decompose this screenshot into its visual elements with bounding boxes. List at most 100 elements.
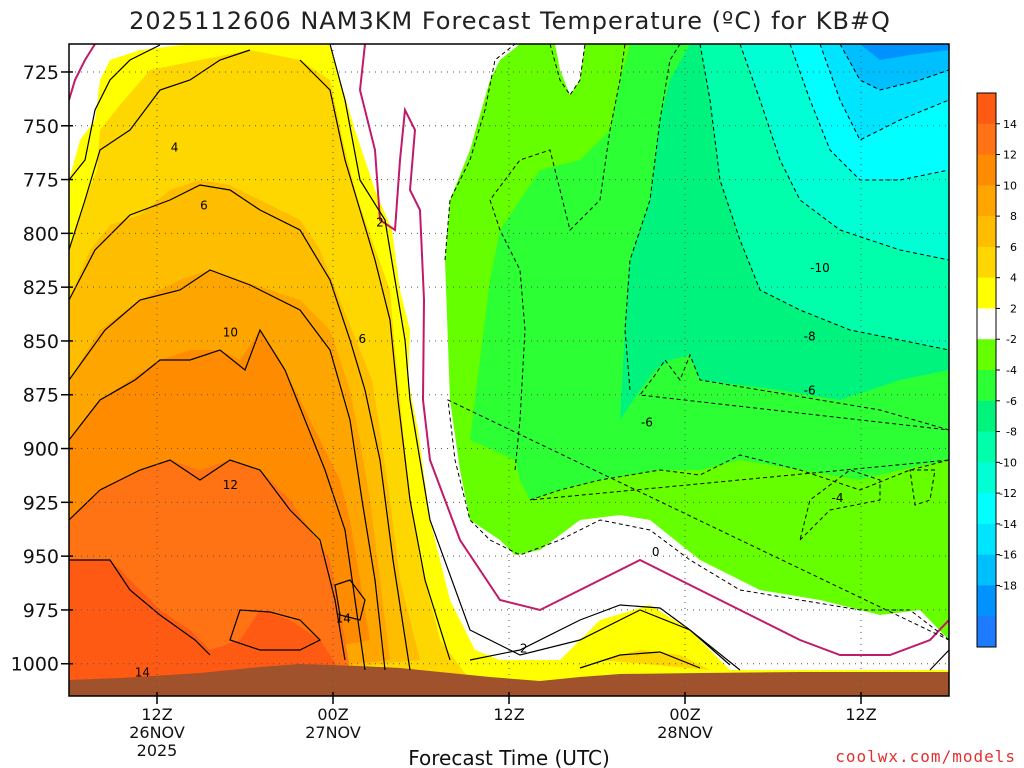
contour-label: 10 xyxy=(223,325,238,339)
contour-8 xyxy=(69,269,386,671)
y-tick-label: 775 xyxy=(23,170,59,192)
fill-minus18-minus20 xyxy=(860,44,949,60)
colorbar-swatch xyxy=(977,585,996,617)
fill-white-pocket xyxy=(555,44,585,95)
contour-6 xyxy=(69,184,411,671)
y-tick-label: 900 xyxy=(23,439,59,461)
colorbar-swatch xyxy=(977,246,996,279)
colorbar-label: 8 xyxy=(1010,210,1017,223)
colorbar-swatch xyxy=(977,462,996,494)
x-tick-date: 27NOV xyxy=(305,723,361,742)
chart-title: 2025112606 NAM3KM Forecast Temperature (… xyxy=(129,7,891,35)
contour-4 xyxy=(69,49,451,661)
x-tick-year: 2025 xyxy=(137,741,178,760)
fill-minus16-minus18 xyxy=(840,44,949,90)
colorbar-label: 2 xyxy=(1010,302,1017,315)
contour-minus12 xyxy=(789,44,949,181)
contour-10 xyxy=(69,328,366,671)
contour-label: -6 xyxy=(641,416,653,430)
colorbar-swatch xyxy=(977,123,996,156)
y-axis: 725 750 775 800 825 850 875 900 925 950 975 1000 xyxy=(11,62,73,676)
y-tick-label: 925 xyxy=(23,492,59,514)
colorbar-swatch xyxy=(977,400,996,433)
contour-label: 12 xyxy=(223,478,238,492)
colorbar-label: 14 xyxy=(1003,118,1017,131)
y-tick-label: 850 xyxy=(23,331,59,353)
colorbar-swatch xyxy=(977,431,996,463)
colorbar-swatch xyxy=(977,339,996,371)
contour-label: 0 xyxy=(652,545,660,559)
x-tick-label: 12Z xyxy=(493,705,524,724)
colorbar-swatch xyxy=(977,523,996,556)
y-tick-label: 800 xyxy=(23,223,59,245)
x-tick-date: 26NOV xyxy=(129,723,185,742)
colorbar-label: -8 xyxy=(1006,426,1017,439)
contour-surface-2 xyxy=(469,604,731,666)
contour-label: 14 xyxy=(135,665,150,679)
colorbar-swatch xyxy=(977,154,996,186)
colorbar-swatch xyxy=(977,277,996,309)
grid-lines xyxy=(69,44,949,696)
colorbar-swatch xyxy=(977,216,996,248)
colorbar-swatch xyxy=(977,370,996,402)
colorbar-swatch xyxy=(977,308,996,340)
contour-labels: 4 6 2 10 6 -10 -8 -6 -6 12 -4 0 14 14 2 xyxy=(135,140,844,679)
contour-label: -10 xyxy=(810,261,830,275)
y-tick-label: 725 xyxy=(23,62,59,84)
y-tick-label: 1000 xyxy=(11,654,59,676)
colorbar-label: -18 xyxy=(999,579,1017,592)
y-tick-label: 975 xyxy=(23,600,59,622)
colorbar-swatch xyxy=(977,93,996,125)
zero-isotherm-line xyxy=(69,44,949,656)
colorbar: 14 12 10 8 6 4 2 -2 -4 -6 -8 -10 -12 -14 -16 -18 xyxy=(976,92,1017,648)
contour-label: -6 xyxy=(804,383,816,397)
x-tick-label: 12Z xyxy=(845,705,876,724)
source-credit: coolwx.com/models xyxy=(835,747,1016,766)
colorbar-label: -10 xyxy=(999,456,1017,469)
colorbar-label: -6 xyxy=(1006,395,1017,408)
contour-label: 2 xyxy=(520,642,528,656)
contour-label: -4 xyxy=(832,491,844,505)
contour-label: -8 xyxy=(804,330,816,344)
colorbar-label: -16 xyxy=(999,549,1017,562)
contour-minus2 xyxy=(444,44,949,641)
y-tick-label: 825 xyxy=(23,277,59,299)
contour-12 xyxy=(69,459,346,661)
colorbar-swatch xyxy=(977,493,996,525)
contour-label: 6 xyxy=(359,332,367,346)
x-tick-label: 00Z xyxy=(669,705,700,724)
colorbar-label: 12 xyxy=(1003,149,1017,162)
colorbar-label: 4 xyxy=(1010,272,1017,285)
contour-surface-0b xyxy=(929,649,949,671)
x-tick-date: 28NOV xyxy=(657,723,713,742)
colorbar-label: 6 xyxy=(1010,241,1017,254)
fill-14-16 xyxy=(69,560,340,696)
colorbar-swatch xyxy=(977,616,996,648)
y-tick-label: 875 xyxy=(23,385,59,407)
temperature-fill-regions xyxy=(69,44,949,696)
x-tick-label: 00Z xyxy=(317,705,348,724)
contour-minus6 xyxy=(624,44,949,431)
contour-label: 14 xyxy=(336,612,351,626)
x-axis-label: Forecast Time (UTC) xyxy=(408,746,610,768)
contour-label: 6 xyxy=(200,198,208,212)
y-tick-label: 750 xyxy=(23,116,59,138)
colorbar-swatch xyxy=(977,554,996,586)
contour-minus16 xyxy=(839,44,949,91)
colorbar-label: 10 xyxy=(1003,179,1017,192)
colorbar-label: -12 xyxy=(999,487,1017,500)
y-tick-label: 950 xyxy=(23,546,59,568)
contour-lines xyxy=(69,44,949,671)
contour-label: 2 xyxy=(376,216,384,230)
contour-2 xyxy=(69,44,741,671)
contour-minus10 xyxy=(739,44,949,261)
contour-surface-4 xyxy=(579,651,701,669)
colorbar-label: -4 xyxy=(1006,364,1017,377)
colorbar-label: -14 xyxy=(999,518,1017,531)
colorbar-label: -2 xyxy=(1006,333,1017,346)
contour-minus8 xyxy=(699,44,949,351)
contour-label: 4 xyxy=(171,140,179,154)
colorbar-swatch xyxy=(977,185,996,217)
